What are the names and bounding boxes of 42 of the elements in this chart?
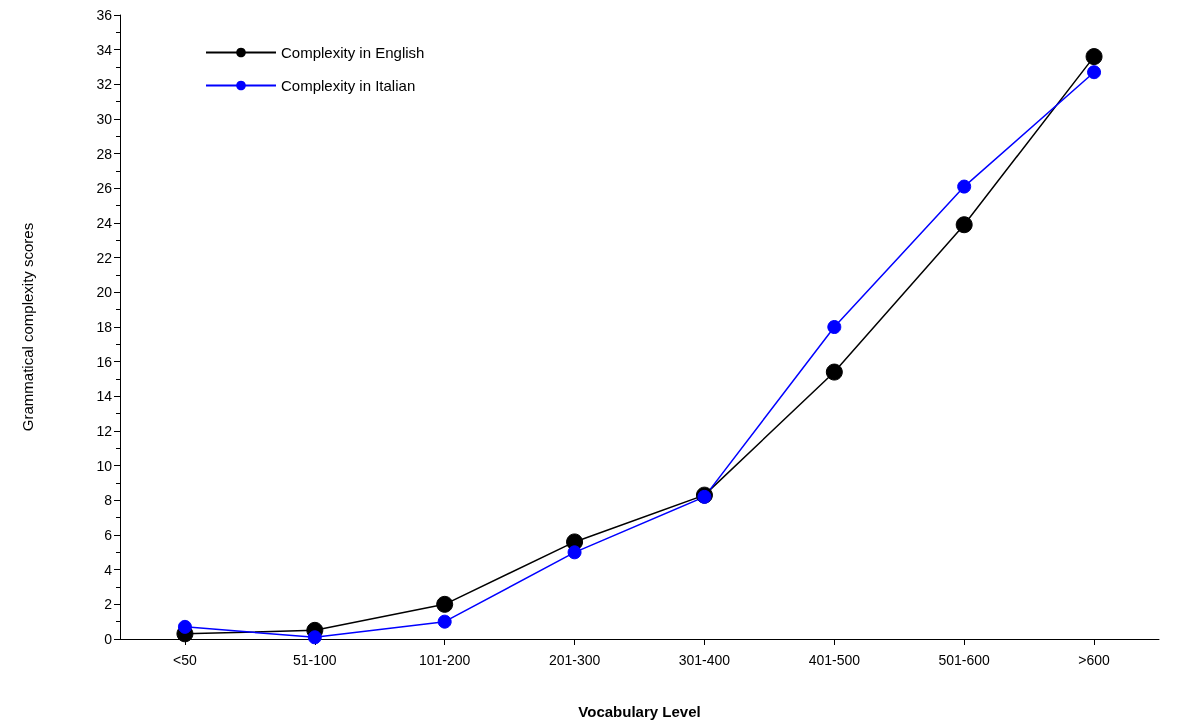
x-tick-label: >600	[1078, 652, 1111, 668]
y-tick-label: 6	[104, 527, 113, 543]
point	[1085, 48, 1103, 66]
legend-label: Complexity in English	[281, 44, 425, 61]
point	[437, 614, 452, 629]
y-tick-label: 2	[104, 596, 113, 613]
point	[567, 545, 582, 560]
y-tick-label: 26	[96, 180, 113, 197]
x-tick-label: 201-300	[548, 652, 601, 668]
y-tick-label: 24	[96, 215, 113, 231]
x-tick-label: 301-400	[678, 652, 731, 668]
y-tick-label: 10	[96, 457, 113, 474]
y-tick-label: 0	[104, 631, 113, 647]
y-tick-label: 28	[96, 145, 113, 162]
x-tick-label: 401-500	[808, 652, 861, 668]
y-tick-label: 16	[96, 353, 113, 370]
x-tick-label: <50	[173, 652, 198, 668]
x-axis-title: Vocabulary Level	[578, 703, 701, 720]
y-tick-label: 18	[96, 319, 113, 335]
y-tick-label: 8	[104, 492, 113, 509]
point	[1087, 65, 1102, 80]
point	[957, 179, 972, 194]
y-tick-label: 36	[96, 7, 113, 23]
point	[307, 630, 322, 645]
y-axis-title: Grammatical complexity scores	[19, 222, 36, 432]
point	[436, 595, 454, 613]
x-tick-label: 501-600	[938, 652, 991, 668]
y-tick-label: 30	[96, 111, 113, 127]
y-tick-label: 14	[96, 388, 113, 405]
y-tick-label: 34	[96, 41, 113, 58]
point	[825, 363, 843, 381]
y-tick-label: 32	[96, 76, 113, 93]
legend-label: Complexity in Italian	[281, 77, 416, 94]
y-tick-label: 12	[96, 423, 113, 439]
point	[955, 216, 973, 234]
point	[177, 619, 192, 634]
y-tick-label: 20	[96, 284, 113, 301]
x-tick-label: 51-100	[293, 652, 337, 668]
y-tick-label: 4	[104, 561, 113, 578]
point	[827, 320, 842, 334]
y-tick-label: 22	[96, 249, 113, 266]
x-tick-label: 101-200	[418, 652, 471, 668]
